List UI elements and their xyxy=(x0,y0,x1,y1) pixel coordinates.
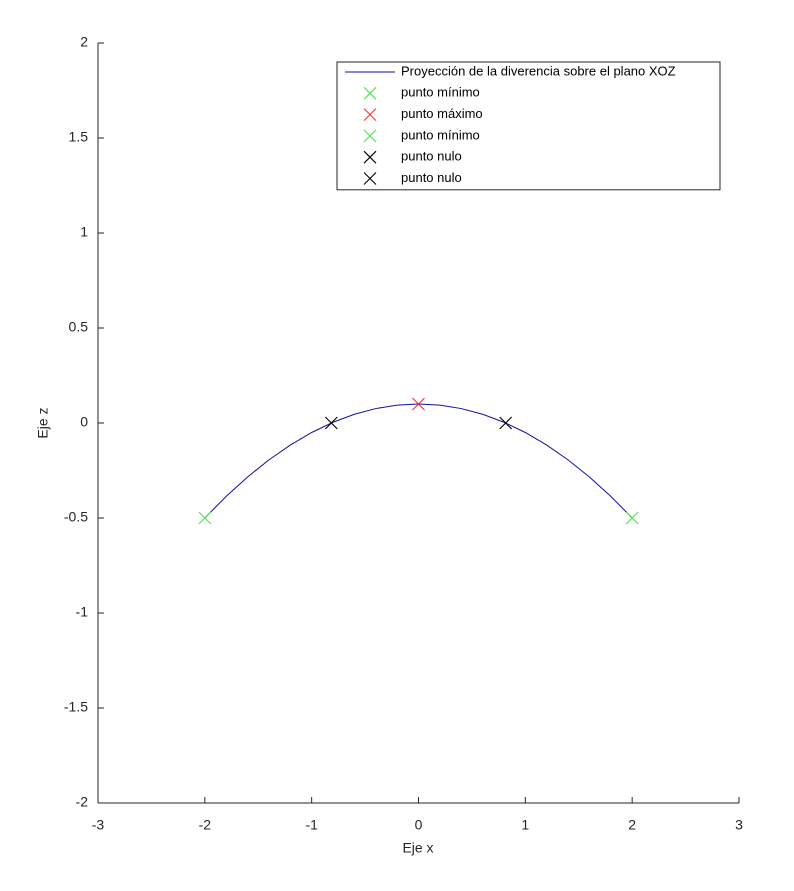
legend-label: punto mínimo xyxy=(401,127,480,142)
x-tick-label: 0 xyxy=(415,817,423,833)
x-tick-label: 3 xyxy=(735,817,743,833)
legend-marker xyxy=(363,172,377,185)
y-tick-label: 1 xyxy=(80,224,88,240)
x-tick-label: -1 xyxy=(305,817,318,833)
data-marker xyxy=(324,416,338,430)
data-marker xyxy=(499,416,513,430)
legend-box xyxy=(336,61,721,191)
y-tick-label: -1 xyxy=(76,604,89,620)
legend-marker xyxy=(363,86,377,100)
y-tick-label: -0.5 xyxy=(64,509,88,525)
data-marker xyxy=(625,511,639,525)
data-marker xyxy=(198,511,212,525)
legend-marker xyxy=(363,150,377,164)
x-axis-label: Eje x xyxy=(402,840,433,856)
y-tick-label: 0 xyxy=(80,414,88,430)
legend-marker xyxy=(363,129,377,143)
x-tick-label: -2 xyxy=(199,817,212,833)
y-axis-label: Eje z xyxy=(35,407,51,438)
y-tick-label: -1.5 xyxy=(64,699,88,715)
y-tick-label: 2 xyxy=(80,34,88,50)
data-marker xyxy=(412,397,425,411)
legend-label: punto nulo xyxy=(401,149,462,164)
y-tick-label: 1.5 xyxy=(69,129,89,145)
x-tick-label: 2 xyxy=(628,817,636,833)
legend: Proyección de la diverencia sobre el pla… xyxy=(336,61,721,191)
x-tick-label: 1 xyxy=(521,817,529,833)
y-tick-label: 0.5 xyxy=(69,319,89,335)
legend-label: punto nulo xyxy=(401,170,462,185)
y-tick-label: -2 xyxy=(76,794,89,810)
legend-label: punto mínimo xyxy=(401,85,480,100)
x-tick-label: -3 xyxy=(92,817,105,833)
legend-label: Proyección de la diverencia sobre el pla… xyxy=(401,63,676,78)
legend-label: punto máximo xyxy=(401,106,483,121)
legend-marker xyxy=(363,108,377,121)
